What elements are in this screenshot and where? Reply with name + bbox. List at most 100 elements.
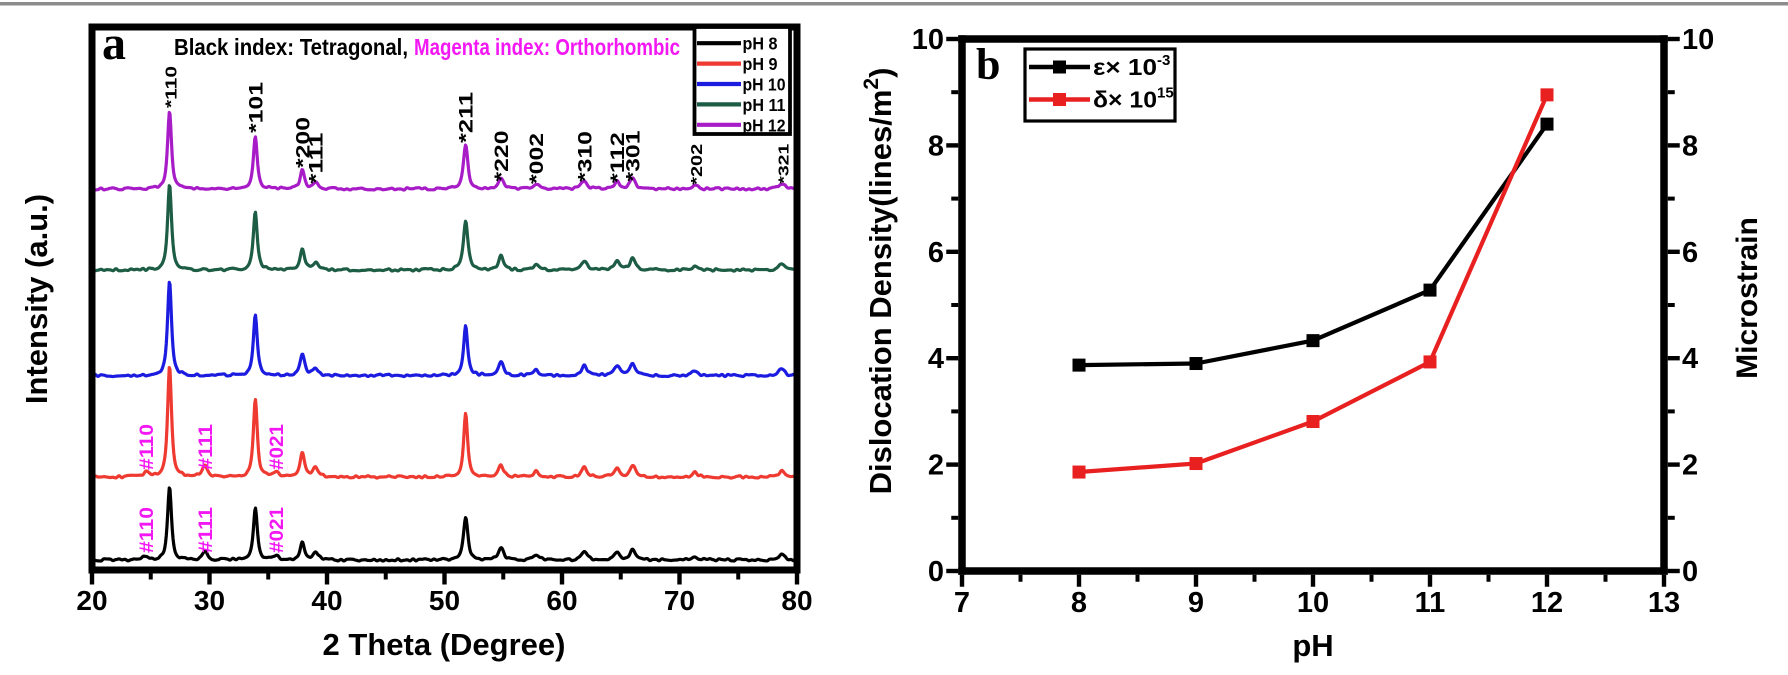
x-tick-label: 20 [76,585,107,616]
x-major-tick [794,573,800,585]
panel-b-x-axis-title: pH [1292,628,1333,663]
b-x-tick-label: 10 [1297,587,1329,619]
b-y-left-tick-label: 2 [928,450,944,482]
series-marker-epsilon [1189,357,1203,371]
x-tick-label: 30 [194,585,225,616]
left-axis-title-sup: 2 [860,78,883,90]
panel-b-letter: b [976,40,1000,89]
panel-b-right-axis-title: Microstrain [1731,217,1764,379]
series-marker-delta [1189,457,1203,471]
b-y-left-tick-label: 0 [928,556,944,588]
b-y-right-major-tick [1667,568,1680,574]
b-x-minor-tick [1369,574,1374,582]
peak-label-orthorhombic: #110 [137,507,158,553]
peak-label-orthorhombic: #111 [196,507,217,553]
legend-label: pH 10 [743,75,786,95]
series-marker-delta [1540,88,1554,102]
annotation-orthorhombic: Magenta index: Orthorhombic [414,34,680,60]
peak-label-tetragonal: *220 [492,131,513,182]
peak-label-tetragonal: *200 [293,117,314,168]
b-y-right-minor-tick [1667,515,1675,520]
panel-a: 20 30 40 50 60 70 80 *110*101*200*111*211*220 *… [19,17,813,662]
xrd-curve-ph-12 [92,110,797,192]
top-rule [0,2,1788,6]
b-y-left-minor-tick [951,90,959,95]
b-x-minor-tick [1135,574,1140,582]
peak-label-orthorhombic: #021 [267,424,288,470]
peak-label-tetragonal: *202 [689,144,706,185]
b-y-right-tick-label: 0 [1682,556,1698,588]
xrd-curve-ph-9 [92,365,797,480]
x-major-tick [677,573,682,585]
b-y-left-major-tick [946,356,959,361]
panel-b-legend-box [1023,47,1177,123]
x-major-tick [207,573,212,585]
peak-label-tetragonal: *101 [246,82,267,133]
b-y-right-major-tick [1667,143,1680,148]
b-y-right-tick-label: 6 [1682,237,1698,269]
x-minor-tick [618,573,623,580]
x-major-tick [442,573,447,585]
series-marker-epsilon [1423,283,1437,297]
b-legend-marker [1053,93,1066,106]
panel-a-bottom-spine [88,566,801,574]
b-x-tick-label: 12 [1531,587,1563,619]
b-y-left-tick-label: 4 [928,343,944,375]
b-y-left-major-tick [946,568,959,574]
b-y-right-major-tick [1667,356,1680,361]
b-legend-marker [1053,60,1066,74]
b-y-right-major-tick [1667,36,1680,42]
panel-b-axes [958,35,1668,575]
b-x-tick-label: 9 [1188,587,1204,619]
series-marker-epsilon [1540,117,1554,131]
panel-b-ticks [946,36,1680,587]
panel-a-x-ticks [89,573,800,585]
xrd-curve-ph-11 [92,184,797,273]
b-y-right-minor-tick [1667,303,1675,307]
panel-b-top-spine [958,35,1668,43]
b-x-tick-label: 8 [1071,587,1087,619]
b-y-left-minor-tick [951,303,959,307]
x-minor-tick [383,573,388,580]
b-x-tick-label: 7 [954,587,970,619]
panel-b-bottom-spine [958,567,1668,575]
b-y-left-minor-tick [951,515,959,520]
b-x-major-tick [1661,574,1667,587]
annotation-tetragonal: Black index: Tetragonal, [174,34,408,60]
peak-label-tetragonal: *211 [457,92,478,143]
legend-label: pH 11 [743,95,786,115]
b-x-major-tick [1310,574,1316,587]
series-marker-delta [1423,355,1437,369]
b-y-left-tick-label: 10 [912,24,944,56]
x-minor-tick [148,573,153,580]
b-y-left-major-tick [946,143,959,148]
panel-a-axes [88,23,801,574]
x-tick-label: 70 [664,585,695,616]
b-y-right-minor-tick [1667,90,1675,95]
b-x-minor-tick [1486,574,1491,582]
b-x-major-tick [959,574,965,587]
b-y-right-tick-label: 10 [1682,24,1714,56]
b-x-major-tick [1193,574,1199,587]
x-tick-label: 50 [429,585,460,616]
x-major-tick [324,573,330,585]
x-major-tick [89,573,95,585]
b-y-left-tick-label: 8 [928,130,944,162]
x-major-tick [559,573,565,585]
b-x-minor-tick [1018,574,1023,582]
b-x-major-tick [1544,574,1550,587]
b-x-tick-label: 11 [1415,587,1446,619]
series-marker-epsilon [1306,334,1320,348]
peak-label-orthorhombic: #111 [196,424,217,470]
x-tick-label: 80 [781,585,812,616]
panel-b-legend: ε× 10-3 δ× 1015 [1023,47,1177,123]
xrd-curves [92,110,797,563]
x-minor-tick [736,573,741,580]
series-marker-delta [1072,465,1086,479]
b-legend-label: ε× 10-3 [1093,52,1170,80]
b-y-left-major-tick [946,36,959,42]
peak-label-tetragonal: *301 [624,130,645,181]
